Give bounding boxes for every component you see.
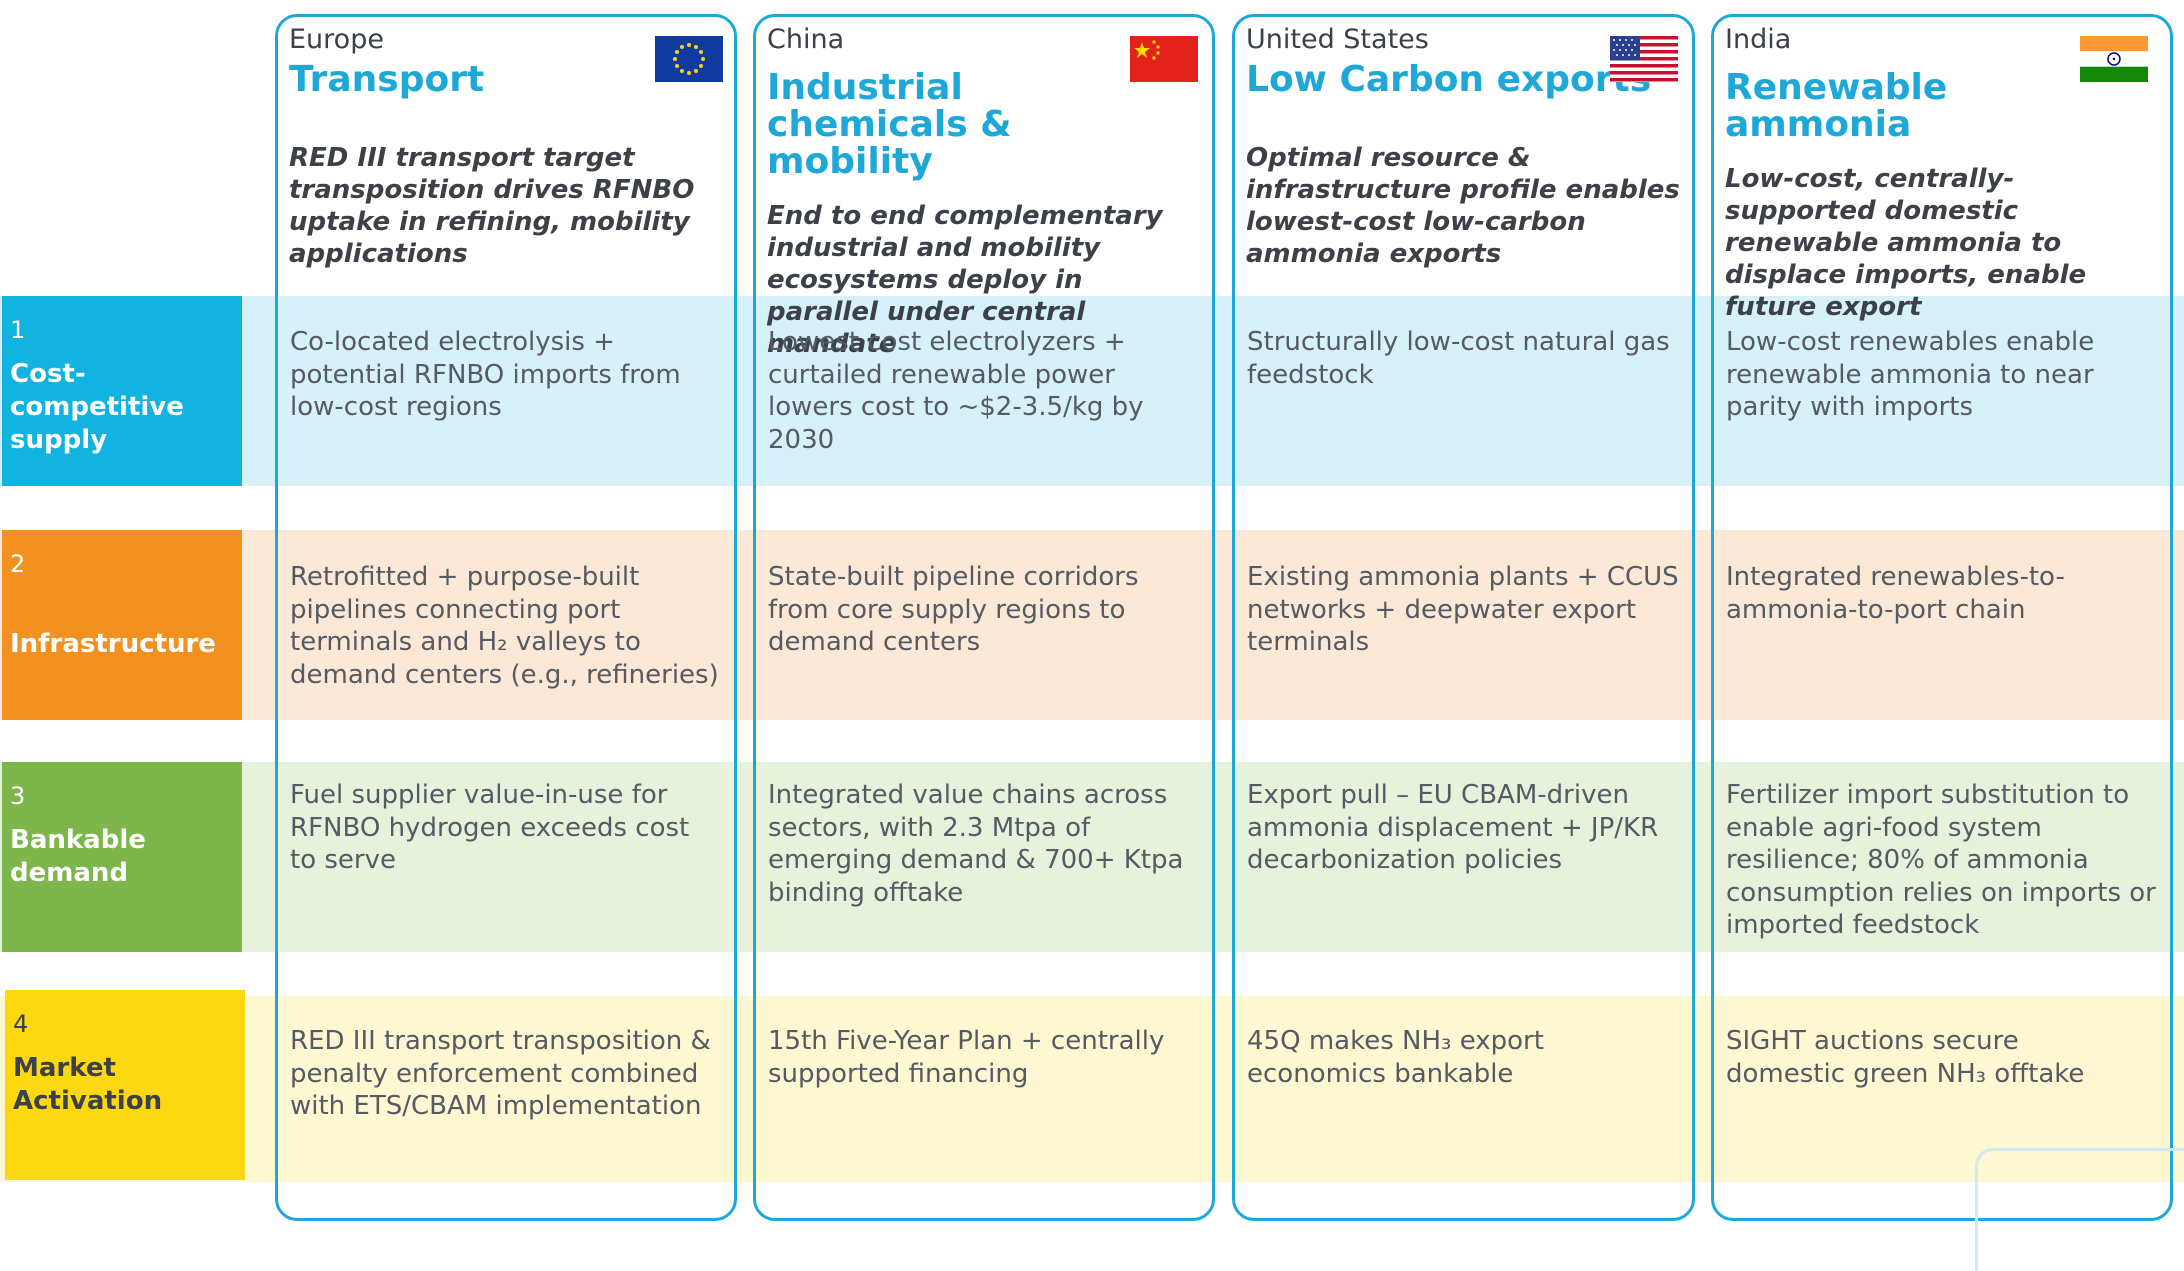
focus-title: Low Carbon exports <box>1246 59 1652 100</box>
column-header-europe: Europe Transport RED III transport targe… <box>275 14 737 296</box>
column-header-china: China Industrial chemicals & mobility En… <box>753 14 1215 359</box>
focus-title: Renewable ammonia <box>1725 67 1948 145</box>
focus-description: Optimal resource & infrastructure profil… <box>1246 143 1680 269</box>
cell-india-market-activation: SIGHT auctions secure domestic green NH₃… <box>1726 1026 2085 1089</box>
cell-europe-infrastructure: Retrofitted + purpose-built pipelines co… <box>290 562 719 690</box>
row-number: 3 <box>10 782 26 810</box>
region-name: China <box>767 24 845 55</box>
column-frame-china <box>753 14 1215 1221</box>
column-frame-india <box>1711 14 2173 1221</box>
row-band-infrastructure <box>0 530 2184 720</box>
focus-description: Low-cost, centrally-supported domestic r… <box>1725 164 2087 322</box>
row-band-cost-competitive-supply <box>0 296 2184 486</box>
row-header-cost-competitive-supply: 1 Cost-competitive supply <box>2 296 242 486</box>
region-name: United States <box>1246 24 1429 55</box>
india-flag-icon <box>2080 36 2148 82</box>
cell-united-states-cost-competitive-supply: Structurally low-cost natural gas feedst… <box>1247 327 1670 390</box>
cell-india-bankable-demand: Fertilizer import substitution to enable… <box>1726 780 2156 940</box>
row-band-bankable-demand <box>0 762 2184 952</box>
eu-flag-icon <box>655 36 723 82</box>
cell-india-cost-competitive-supply: Low-cost renewables enable renewable amm… <box>1726 327 2095 422</box>
decorative-corner-line <box>1975 1148 2184 1271</box>
cell-united-states-infrastructure: Existing ammonia plants + CCUS networks … <box>1247 562 1679 657</box>
row-header-infrastructure: 2 Infrastructure <box>2 530 242 720</box>
row-number: 1 <box>10 316 26 344</box>
cell-india-infrastructure: Integrated renewables-to-ammonia-to-port… <box>1726 562 2065 625</box>
cell-united-states-bankable-demand: Export pull – EU CBAM-driven ammonia dis… <box>1247 780 1659 875</box>
row-label: Bankable demand <box>10 825 146 888</box>
focus-description: End to end complementary industrial and … <box>767 201 1163 359</box>
cell-china-bankable-demand: Integrated value chains across sectors, … <box>768 780 1184 908</box>
row-label: Market Activation <box>13 1053 163 1116</box>
focus-description: RED III transport target transposition d… <box>289 143 695 269</box>
cell-europe-market-activation: RED III transport transposition & penalt… <box>290 1026 711 1121</box>
cell-china-infrastructure: State-built pipeline corridors from core… <box>768 562 1139 657</box>
row-number: 2 <box>10 550 26 578</box>
cell-europe-bankable-demand: Fuel supplier value-in-use for RFNBO hyd… <box>290 780 690 875</box>
focus-title: Transport <box>289 59 485 100</box>
column-frame-europe <box>275 14 737 1221</box>
row-label: Infrastructure <box>10 629 216 659</box>
us-flag-icon <box>1610 36 1678 82</box>
china-flag-icon <box>1130 36 1198 82</box>
row-header-bankable-demand: 3 Bankable demand <box>2 762 242 952</box>
row-header-market-activation: 4 Market Activation <box>5 990 245 1180</box>
column-header-india: India Renewable ammonia Low-cost, centra… <box>1711 14 2173 322</box>
cell-china-cost-competitive-supply: Lowest cost electrolyzers + curtailed re… <box>768 327 1144 455</box>
row-band-market-activation <box>0 996 2184 1182</box>
row-label: Cost-competitive supply <box>10 359 184 455</box>
cell-europe-cost-competitive-supply: Co-located electrolysis + potential RFNB… <box>290 327 681 422</box>
region-name: India <box>1725 24 1792 55</box>
focus-title: Industrial chemicals & mobility <box>767 67 1012 182</box>
cell-united-states-market-activation: 45Q makes NH₃ export economics bankable <box>1247 1026 1544 1089</box>
row-number: 4 <box>13 1010 29 1038</box>
column-frame-united-states <box>1232 14 1695 1221</box>
region-name: Europe <box>289 24 384 55</box>
cell-china-market-activation: 15th Five-Year Plan + centrally supporte… <box>768 1026 1165 1089</box>
column-header-united-states: United States Low Carbon exports Optimal… <box>1232 14 1695 296</box>
